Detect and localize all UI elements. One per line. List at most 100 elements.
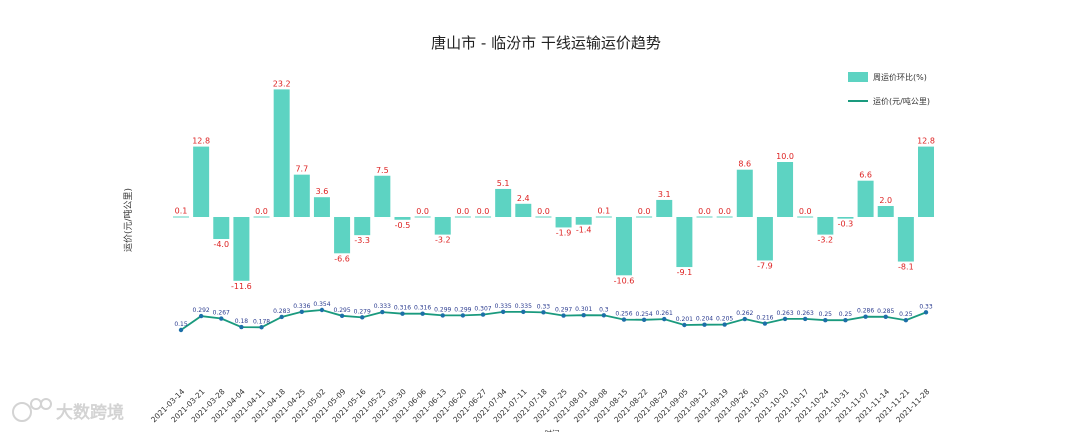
bar xyxy=(656,199,673,217)
line-point xyxy=(319,307,325,313)
line-value-label: 0.178 xyxy=(253,318,270,325)
line-value-label: 0.299 xyxy=(434,306,451,313)
bar xyxy=(515,203,532,217)
bar-value-label: -10.6 xyxy=(614,276,635,285)
line-value-label: 0.261 xyxy=(656,310,673,317)
line-value-label: 0.286 xyxy=(857,308,874,315)
line-point xyxy=(400,311,405,316)
bar xyxy=(354,217,371,236)
bar xyxy=(273,89,290,217)
line-point xyxy=(198,313,204,319)
bar-value-label: -8.1 xyxy=(898,263,914,272)
line-value-label: 0.307 xyxy=(474,306,491,313)
line-value-label: 0.292 xyxy=(193,307,210,314)
bar-value-label: 3.6 xyxy=(316,187,329,196)
bar xyxy=(454,216,471,218)
bar-value-label: 5.1 xyxy=(497,179,510,188)
line-point xyxy=(641,317,647,323)
line-value-label: 0.295 xyxy=(333,307,350,314)
bar-value-label: -9.1 xyxy=(677,268,693,277)
bar-value-label: 0.0 xyxy=(799,207,812,216)
line-value-label: 0.263 xyxy=(797,310,814,317)
bar-value-label: 12.8 xyxy=(192,137,210,146)
bar-value-label: 6.6 xyxy=(859,171,872,180)
line-point xyxy=(541,310,546,315)
line-point xyxy=(581,312,586,318)
bar-value-label: 3.1 xyxy=(658,190,671,199)
bar xyxy=(374,175,391,217)
line-value-label: 0.205 xyxy=(716,316,733,323)
bar xyxy=(918,146,934,217)
line-point xyxy=(762,321,768,326)
line-point xyxy=(682,322,687,328)
line-point xyxy=(521,309,526,315)
bar xyxy=(233,217,250,281)
bar-value-label: -0.3 xyxy=(838,220,854,229)
line-point xyxy=(802,316,808,322)
bar xyxy=(595,216,612,218)
line-value-label: 0.254 xyxy=(636,311,653,318)
line-point xyxy=(420,311,425,316)
bar xyxy=(736,169,753,217)
bar-value-label: 0.0 xyxy=(457,207,470,216)
x-axis-label: 时间 xyxy=(545,428,560,432)
y-axis-label: 运价(元/吨公里) xyxy=(122,188,134,252)
bar xyxy=(837,217,854,219)
bar xyxy=(716,216,733,218)
bar-value-label: -6.6 xyxy=(334,254,350,263)
line-value-label: 0.316 xyxy=(414,305,431,312)
line-value-label: 0.216 xyxy=(756,315,773,322)
line-point xyxy=(299,309,305,314)
bar xyxy=(313,197,330,217)
bar-value-label: -4.0 xyxy=(213,240,229,249)
line-point xyxy=(883,314,888,319)
bar xyxy=(817,217,834,235)
line-point xyxy=(178,327,184,333)
bar-value-label: 0.0 xyxy=(698,207,711,216)
line-point xyxy=(500,309,506,315)
line-value-label: 0.256 xyxy=(615,311,632,318)
line-point xyxy=(662,316,667,322)
line-value-label: 0.25 xyxy=(839,311,853,318)
chart-title: 唐山市 - 临汾市 干线运输运价趋势 xyxy=(431,34,661,52)
line-value-label: 0.354 xyxy=(313,301,330,308)
bar xyxy=(797,216,814,218)
line-value-label: 0.33 xyxy=(537,303,551,310)
line-value-label: 0.301 xyxy=(575,306,592,313)
line-value-label: 0.204 xyxy=(696,316,713,323)
bar-value-label: -7.9 xyxy=(757,261,773,270)
bar xyxy=(857,180,874,217)
price-line xyxy=(180,309,927,331)
line-point xyxy=(480,312,486,317)
line-value-label: 0.333 xyxy=(374,303,391,310)
bar-value-label: -11.6 xyxy=(231,282,252,291)
bar xyxy=(293,174,310,217)
line-value-label: 0.283 xyxy=(273,308,290,315)
bar xyxy=(575,217,592,225)
line-point xyxy=(702,322,707,327)
line-point xyxy=(380,309,385,315)
bar-value-label: 2.0 xyxy=(879,196,892,205)
line-value-label: 0.3 xyxy=(599,306,609,313)
bar xyxy=(394,217,411,220)
bar xyxy=(495,188,512,217)
line-point xyxy=(279,314,284,320)
bar xyxy=(877,206,894,217)
line-value-label: 0.262 xyxy=(736,310,753,317)
bar xyxy=(897,217,914,262)
line-value-label: 0.336 xyxy=(293,303,310,310)
line-point xyxy=(903,317,909,323)
bar-value-label: 2.4 xyxy=(517,194,530,203)
bar-value-label: -3.2 xyxy=(435,236,451,245)
bar-value-label: 8.6 xyxy=(738,160,751,169)
line-value-label: 0.316 xyxy=(394,305,411,312)
bar-value-label: 0.0 xyxy=(255,207,268,216)
bar-value-label: 23.2 xyxy=(273,79,291,88)
line-value-label: 0.25 xyxy=(819,311,833,318)
line-value-label: 0.279 xyxy=(354,308,371,315)
bar xyxy=(434,217,451,235)
bar xyxy=(756,217,773,261)
bar-value-label: 0.0 xyxy=(537,207,550,216)
line-value-label: 0.299 xyxy=(454,306,471,313)
